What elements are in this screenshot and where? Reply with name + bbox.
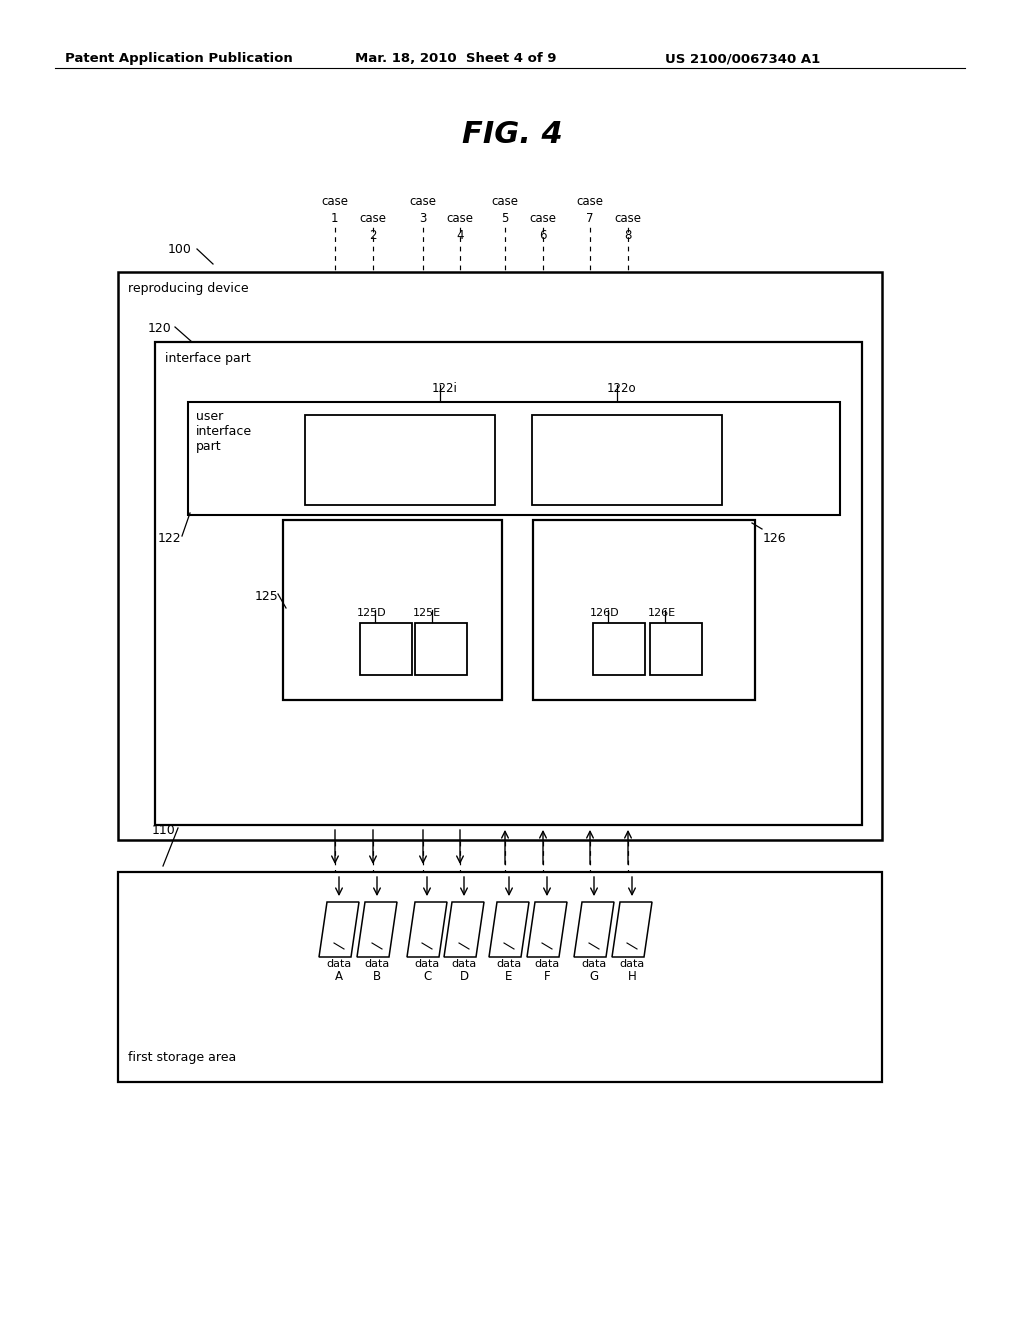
Text: reproducing device: reproducing device [128,282,249,294]
Text: case: case [446,213,473,224]
Text: case: case [359,213,386,224]
Bar [532,414,722,506]
Text: 122i: 122i [432,381,458,395]
Text: 3: 3 [419,213,426,224]
Text: data: data [415,960,439,969]
Text: data: data [620,960,645,969]
Text: 110: 110 [152,824,176,837]
Polygon shape [489,902,529,957]
Text: Patent Application Publication: Patent Application Publication [65,51,293,65]
Text: 122: 122 [158,532,181,545]
Bar [305,414,495,506]
Bar [155,342,862,825]
Text: E: E [505,970,513,983]
Text: 5: 5 [501,213,508,224]
Text: case: case [529,213,556,224]
Text: 6: 6 [539,228,547,242]
Bar [415,623,467,675]
Text: 126: 126 [763,532,786,545]
Text: 125E: 125E [413,609,441,618]
Text: G: G [590,970,599,983]
Text: D: D [460,970,469,983]
Bar [650,623,702,675]
Text: case: case [490,195,518,209]
Text: A: A [335,970,343,983]
Text: case: case [321,195,348,209]
Text: data: data [497,960,521,969]
Text: 125: 125 [255,590,279,603]
Text: 2: 2 [369,228,377,242]
Text: data: data [582,960,606,969]
Bar [188,403,840,515]
Bar [593,623,645,675]
Text: 4: 4 [456,228,464,242]
Bar [360,623,412,675]
Text: data: data [535,960,560,969]
Text: case: case [614,213,641,224]
Bar [118,873,882,1082]
Bar [534,520,755,700]
Text: 1: 1 [331,213,339,224]
Bar [118,272,882,840]
Text: Mar. 18, 2010  Sheet 4 of 9: Mar. 18, 2010 Sheet 4 of 9 [355,51,556,65]
Text: case: case [575,195,603,209]
Text: data: data [365,960,389,969]
Text: 126E: 126E [648,609,676,618]
Polygon shape [319,902,359,957]
Polygon shape [574,902,614,957]
Text: data: data [327,960,351,969]
Text: user
interface
part: user interface part [196,411,252,453]
Text: 7: 7 [586,213,594,224]
Text: US 2100/0067340 A1: US 2100/0067340 A1 [665,51,820,65]
Text: 100: 100 [168,243,191,256]
Text: 126D: 126D [590,609,620,618]
Text: interface part: interface part [165,352,251,366]
Text: 8: 8 [624,228,632,242]
Polygon shape [444,902,484,957]
Text: B: B [373,970,381,983]
Polygon shape [527,902,567,957]
Text: data: data [452,960,476,969]
Text: FIG. 4: FIG. 4 [462,120,562,149]
Polygon shape [357,902,397,957]
Text: C: C [423,970,431,983]
Text: 122o: 122o [607,381,637,395]
Text: 125D: 125D [357,609,387,618]
Polygon shape [612,902,652,957]
Text: F: F [544,970,550,983]
Text: H: H [628,970,636,983]
Bar [283,520,502,700]
Text: first storage area: first storage area [128,1051,237,1064]
Polygon shape [407,902,447,957]
Text: case: case [409,195,436,209]
Text: 120: 120 [148,322,172,335]
